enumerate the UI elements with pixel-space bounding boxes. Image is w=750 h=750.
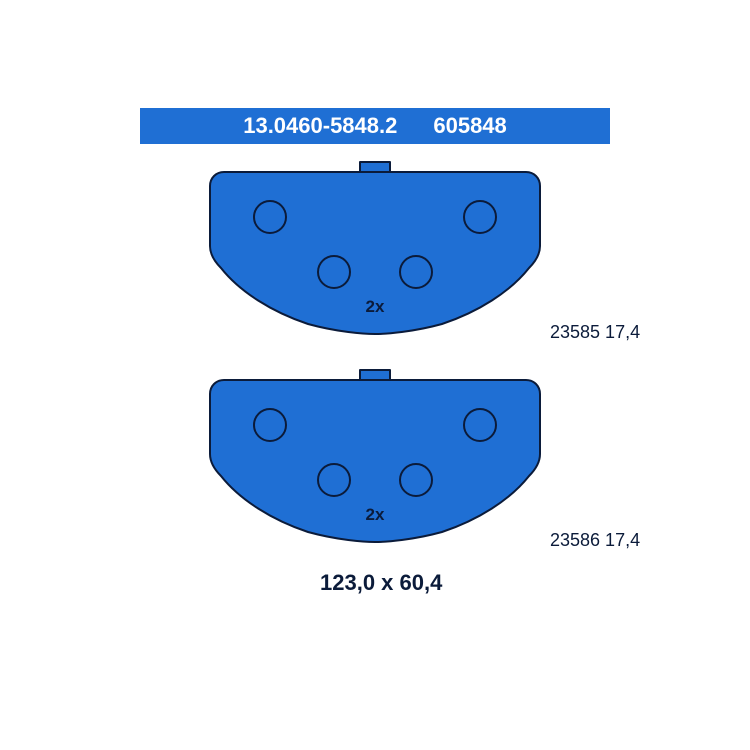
- short-code: 605848: [433, 113, 506, 139]
- diagram-frame: 13.0460-5848.2 605848 2x 2x 23585 17,4 2358…: [90, 90, 660, 660]
- brake-pad: 2x: [210, 162, 540, 334]
- dimensions-label: 123,0 x 60,4: [320, 570, 443, 595]
- pad-code-label: 23586 17,4: [550, 530, 640, 550]
- qty-label: 2x: [366, 297, 385, 316]
- brake-pad: 2x: [210, 370, 540, 542]
- pad-code-label: 23585 17,4: [550, 322, 640, 342]
- brake-pad-diagram: 2x 2x 23585 17,4 23586 17,4 123,0 x 60,4: [90, 90, 660, 660]
- qty-label: 2x: [366, 505, 385, 524]
- header-bar: 13.0460-5848.2 605848: [140, 108, 610, 144]
- part-number: 13.0460-5848.2: [243, 113, 397, 139]
